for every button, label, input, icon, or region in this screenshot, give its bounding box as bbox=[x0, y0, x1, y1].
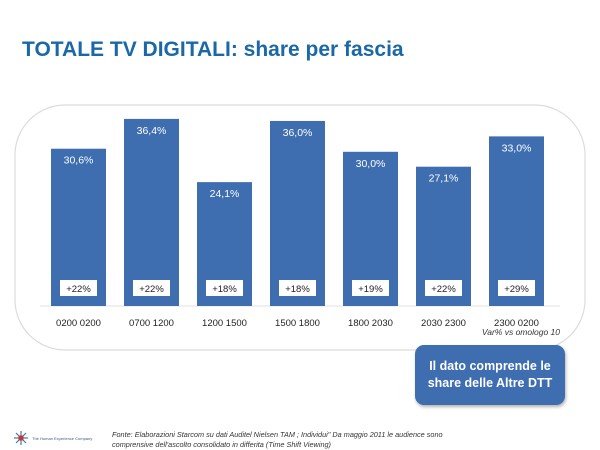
category-label: 1500 1800 bbox=[275, 318, 320, 329]
value-label: 30,6% bbox=[64, 155, 94, 167]
category-label: 1800 2030 bbox=[348, 318, 393, 329]
logo-text: The Human Experience Company bbox=[32, 435, 93, 441]
category-label: 1200 1500 bbox=[202, 318, 247, 329]
logo: The Human Experience Company bbox=[14, 431, 92, 445]
source-line-2: comprensive dell'ascolto consolidato in … bbox=[112, 439, 331, 449]
variation-box bbox=[279, 280, 316, 296]
value-label: 36,0% bbox=[283, 127, 313, 139]
value-label: 24,1% bbox=[210, 188, 240, 200]
category-label: 0700 1200 bbox=[129, 318, 174, 329]
source-line-1: Fonte: Elaborazioni Starcom su dati Audi… bbox=[112, 430, 443, 439]
variation-box bbox=[133, 280, 170, 296]
variation-label: +22% bbox=[431, 284, 456, 295]
note-line-2: share delle Altre DTT bbox=[427, 376, 553, 390]
note-box: Il dato comprende le share delle Altre DT… bbox=[415, 345, 565, 405]
variation-box bbox=[425, 280, 462, 296]
variation-box bbox=[352, 280, 389, 296]
variation-label: +19% bbox=[358, 284, 383, 295]
variation-box bbox=[60, 280, 97, 296]
bar bbox=[51, 148, 106, 306]
variation-label: +29% bbox=[504, 284, 529, 295]
starburst-logo-icon bbox=[14, 431, 28, 445]
note-line-1: Il dato comprende le bbox=[429, 359, 551, 374]
variation-box bbox=[206, 280, 243, 296]
category-label: 2030 2300 bbox=[421, 318, 466, 329]
value-label: 27,1% bbox=[429, 173, 459, 185]
variation-label: +18% bbox=[212, 284, 237, 295]
category-label: 0200 0200 bbox=[56, 318, 101, 329]
variation-box bbox=[498, 280, 535, 296]
value-label: 33,0% bbox=[502, 142, 532, 154]
bar bbox=[489, 136, 544, 306]
bar bbox=[124, 118, 179, 307]
source-note: Fonte: Elaborazioni Starcom su dati Audi… bbox=[112, 430, 452, 450]
value-label: 36,4% bbox=[137, 125, 167, 137]
variation-label: +22% bbox=[139, 284, 164, 295]
variation-caption: Var% vs omologo 10 bbox=[481, 327, 560, 337]
category-label: 2300 0200 bbox=[494, 318, 539, 329]
value-label: 30,0% bbox=[356, 158, 386, 170]
variation-label: +18% bbox=[285, 284, 310, 295]
bar bbox=[270, 120, 325, 307]
page-title: TOTALE TV DIGITALI: share per fascia bbox=[22, 38, 404, 61]
variation-label: +22% bbox=[66, 284, 91, 295]
chart-frame bbox=[14, 104, 586, 351]
